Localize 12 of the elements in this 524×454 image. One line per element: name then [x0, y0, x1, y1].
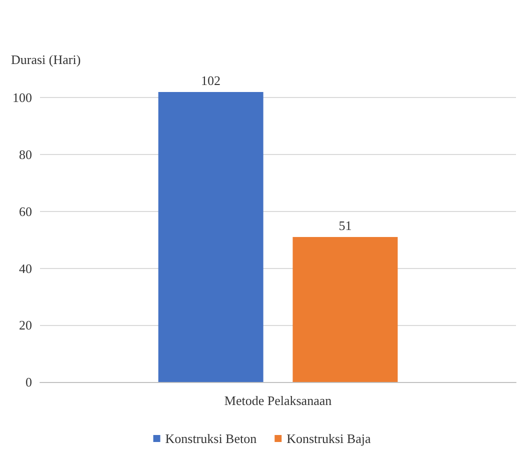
- data-label: 102: [201, 73, 221, 88]
- data-label: 51: [338, 218, 352, 233]
- y-tick-label: 60: [19, 204, 32, 219]
- legend-label: Konstruksi Beton: [165, 431, 258, 446]
- y-tick-label: 40: [19, 260, 32, 276]
- y-tick-label: 0: [26, 374, 32, 390]
- y-tick-label: 80: [19, 147, 32, 162]
- legend-label: Konstruksi Baja: [286, 431, 371, 446]
- x-tick-label: Metode Pelaksanaan: [224, 393, 332, 408]
- y-axis-title: Durasi (Hari): [11, 52, 81, 67]
- y-tick-label: 20: [19, 318, 32, 333]
- y-tick-label: 100: [12, 90, 32, 106]
